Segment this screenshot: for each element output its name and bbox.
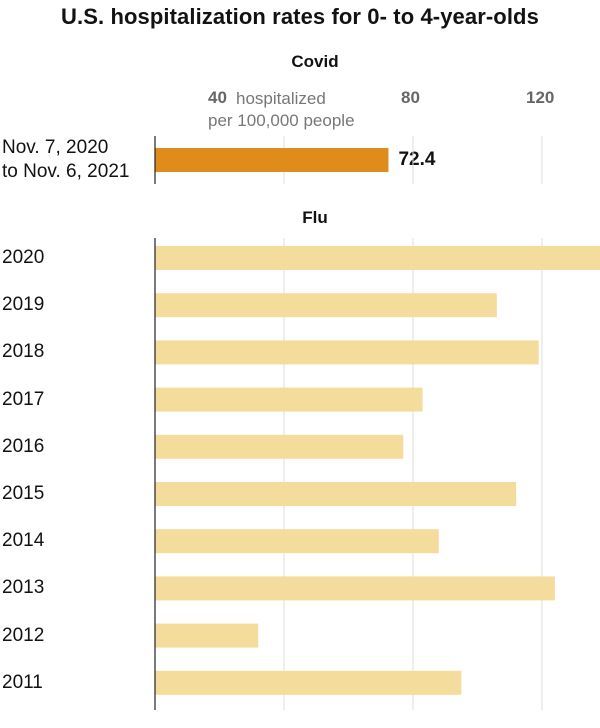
flu-bar-2016 [155, 434, 404, 459]
flu-bar-2019 [155, 293, 497, 318]
covid-section-title: Covid [291, 52, 339, 71]
x-tick-label-40: 40 [208, 88, 227, 107]
unit-line-2: per 100,000 people [208, 111, 355, 130]
flu-bar-2011 [155, 670, 462, 695]
chart-title: U.S. hospitalization rates for 0- to 4-y… [61, 4, 539, 29]
covid-category-line-1: Nov. 7, 2020 [2, 137, 109, 158]
unit-line-1: hospitalized [236, 89, 326, 108]
flu-category-label-2015: 2015 [2, 483, 45, 504]
flu-category-label-2019: 2019 [2, 294, 45, 316]
flu-category-label-2018: 2018 [2, 341, 45, 363]
flu-bar-2020 [155, 246, 600, 270]
flu-category-label-2016: 2016 [2, 435, 45, 457]
covid-bar [155, 148, 389, 172]
x-tick-label-80: 80 [401, 88, 420, 107]
covid-category-label: Nov. 7, 2020 to Nov. 6, 2021 [2, 136, 129, 184]
flu-category-label-2011: 2011 [2, 671, 43, 693]
covid-category-line-2: to Nov. 6, 2021 [2, 161, 130, 182]
covid-value-label: 72.4 [398, 149, 436, 170]
flu-category-label-2014: 2014 [2, 530, 45, 552]
flu-bar-2015 [155, 482, 517, 506]
flu-bar-2018 [155, 340, 539, 365]
flu-bar-2017 [155, 387, 423, 412]
x-axis-unit-label: hospitalized per 100,000 people [208, 88, 355, 132]
flu-category-label-2012: 2012 [2, 624, 45, 646]
flu-bar-2012 [155, 623, 259, 648]
flu-section-title: Flu [302, 208, 328, 227]
flu-bar-2014 [155, 529, 439, 554]
flu-bar-2013 [155, 576, 555, 601]
flu-category-label-2020: 2020 [2, 247, 45, 268]
x-tick-label-120: 120 [526, 88, 555, 107]
flu-category-label-2013: 2013 [2, 577, 45, 599]
flu-category-label-2017: 2017 [2, 388, 45, 410]
